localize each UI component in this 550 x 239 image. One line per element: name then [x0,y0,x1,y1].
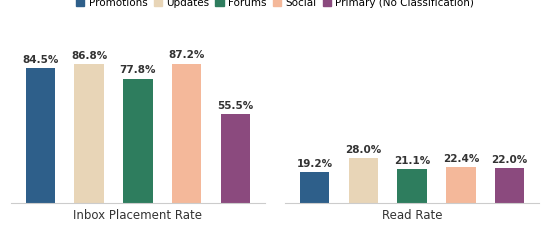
Text: 22.4%: 22.4% [443,154,479,164]
Bar [26,68,55,203]
X-axis label: Inbox Placement Rate: Inbox Placement Rate [73,209,202,222]
Text: 86.8%: 86.8% [71,51,107,61]
Bar [349,158,378,203]
Text: 21.1%: 21.1% [394,156,430,166]
Text: 19.2%: 19.2% [296,159,333,169]
Text: 77.8%: 77.8% [120,65,156,75]
Text: 55.5%: 55.5% [217,101,254,111]
Bar [398,169,427,203]
Legend: Promotions, Updates, Forums, Social, Primary (No Classification): Promotions, Updates, Forums, Social, Pri… [74,0,476,10]
Bar [172,64,201,203]
X-axis label: Read Rate: Read Rate [382,209,442,222]
Bar [123,79,152,203]
Text: 22.0%: 22.0% [492,155,528,165]
Bar [495,168,524,203]
Text: 28.0%: 28.0% [345,145,381,155]
Bar [446,167,476,203]
Text: 84.5%: 84.5% [22,55,58,65]
Bar [221,114,250,203]
Bar [300,172,329,203]
Bar [74,64,104,203]
Text: 87.2%: 87.2% [168,50,205,60]
